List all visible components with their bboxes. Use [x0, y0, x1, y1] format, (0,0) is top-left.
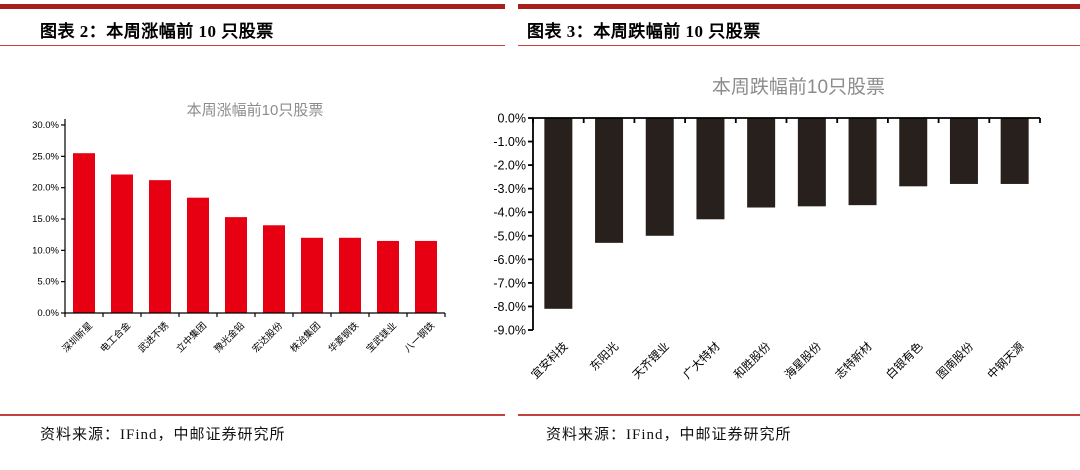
x-category-label: 宝武镁业: [364, 320, 399, 355]
right-figure-caption: 图表 3：本周跌幅前 10 只股票: [527, 22, 761, 41]
bar-charts-canvas: 30.0%25.0%20.0%15.0%10.0%5.0%0.0%深圳新星 电工合…: [32, 112, 1041, 382]
x-category-label: 豫光金铅: [212, 319, 248, 355]
bar: [696, 118, 725, 220]
x-category-label: 东阳光: [587, 339, 622, 374]
x-category-label: 武进不锈: [136, 319, 172, 355]
x-category-label: 宏达股份: [250, 319, 286, 355]
bar: [949, 118, 978, 184]
y-tick-label: 25.0%: [32, 151, 59, 162]
x-category-label: 天齐锂业: [629, 339, 671, 381]
bar: [149, 180, 171, 313]
bar: [415, 240, 437, 313]
bar: [339, 237, 361, 313]
bar: [111, 174, 133, 313]
bar: [73, 153, 95, 313]
y-tick-label: 0.0%: [37, 308, 59, 319]
right-header-rule-thin: [518, 44, 1080, 46]
x-category-label: 宜安科技: [528, 339, 571, 382]
x-category-label: 白银有色: [883, 339, 926, 382]
y-tick-label: -8.0%: [493, 300, 526, 314]
bar: [544, 118, 573, 309]
x-category-label: 立中集团: [174, 320, 209, 355]
x-category-label: 志特新材: [832, 339, 875, 382]
bar: [1000, 118, 1029, 184]
bar: [263, 225, 285, 313]
bar: [899, 118, 928, 187]
bar: [645, 118, 674, 236]
bar: [225, 217, 247, 313]
bar: [747, 118, 776, 208]
y-tick-label: 10.0%: [32, 245, 59, 256]
right-source-note: 资料来源：IFind，中邮证券研究所: [546, 427, 792, 443]
x-category-label: 和胜股份: [731, 339, 774, 382]
right-footer-rule: [518, 414, 1080, 416]
bar: [187, 197, 209, 313]
x-category-label: 海星股份: [782, 339, 825, 382]
x-category-label: 图南股份: [934, 339, 977, 382]
bar: [797, 118, 826, 207]
y-tick-label: -4.0%: [493, 206, 526, 220]
left-footer-rule: [0, 414, 505, 416]
left-header-rule-thick: [0, 4, 505, 9]
y-tick-label: 20.0%: [32, 183, 59, 194]
x-category-label: 株冶集团: [288, 320, 323, 355]
gainers-chart-title: 本周涨幅前10只股票: [186, 102, 324, 119]
y-tick-label: 30.0%: [32, 120, 59, 131]
right-header-rule-thick: [518, 4, 1080, 9]
x-category-label: 中钢天源: [984, 339, 1027, 382]
y-tick-label: -6.0%: [493, 253, 526, 267]
y-tick-label: 15.0%: [32, 214, 59, 225]
left-source-note: 资料来源：IFind，中邮证券研究所: [40, 427, 286, 443]
y-tick-label: -5.0%: [493, 229, 526, 243]
left-header-rule-thin: [0, 44, 505, 46]
bar: [301, 237, 323, 313]
y-tick-label: -1.0%: [493, 135, 526, 149]
bar: [377, 240, 399, 313]
x-category-label: 深圳新星: [60, 320, 95, 355]
y-tick-label: -3.0%: [493, 182, 526, 196]
y-tick-label: 0.0%: [498, 112, 527, 126]
bar: [848, 118, 877, 206]
x-category-label: 华菱钢铁: [326, 319, 362, 355]
x-category-label: 电工合金: [98, 319, 134, 355]
x-category-label: 广大特材: [680, 339, 723, 382]
left-figure-caption: 图表 2：本周涨幅前 10 只股票: [40, 22, 274, 41]
x-category-label: 八一钢铁: [402, 319, 438, 355]
y-tick-label: -2.0%: [493, 159, 526, 173]
y-tick-label: -9.0%: [493, 324, 526, 338]
losers-chart-title: 本周跌幅前10只股票: [711, 77, 886, 98]
bar: [595, 118, 624, 243]
y-tick-label: -7.0%: [493, 276, 526, 290]
y-tick-label: 5.0%: [37, 277, 59, 288]
